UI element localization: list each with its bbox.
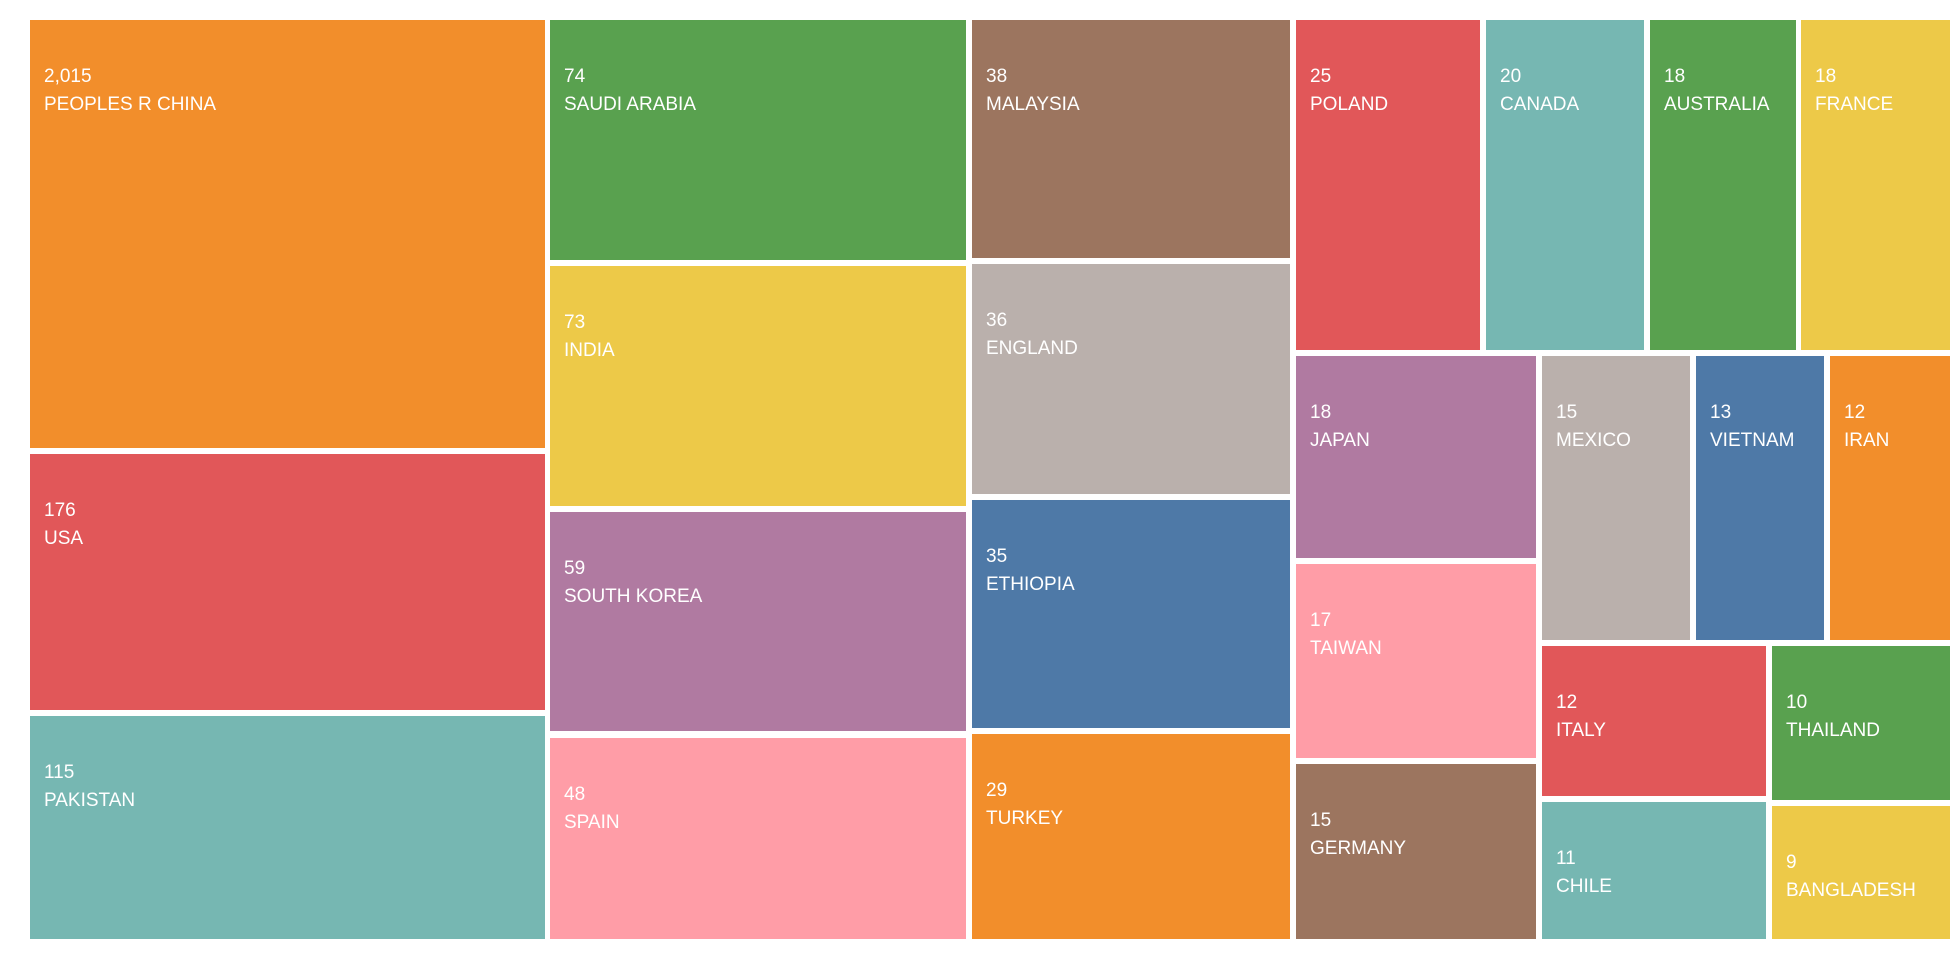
tile-label: FRANCE [1815, 94, 1894, 115]
tile-italy[interactable]: 12 ITALY [1542, 646, 1766, 796]
tile-label: PAKISTAN [44, 790, 136, 811]
tile-value: 18 [1664, 66, 1686, 87]
tile-value: 35 [986, 546, 1008, 567]
tile-value: 36 [986, 310, 1008, 331]
tile-label: SAUDI ARABIA [564, 94, 696, 115]
tile-value: 29 [986, 780, 1008, 801]
tile-australia[interactable]: 18 AUSTRALIA [1650, 20, 1796, 350]
tile-value: 12 [1844, 402, 1866, 423]
tile-france[interactable]: 18 FRANCE [1801, 20, 1950, 350]
tile-label: ITALY [1556, 720, 1606, 741]
tile-label: ENGLAND [986, 338, 1078, 359]
tile-label: IRAN [1844, 430, 1890, 451]
tile-value: 25 [1310, 66, 1332, 87]
tile-iran[interactable]: 12 IRAN [1830, 356, 1950, 640]
tile-label: VIETNAM [1710, 430, 1795, 451]
tile-value: 59 [564, 558, 586, 579]
tile-value: 48 [564, 784, 586, 805]
tile-value: 15 [1310, 810, 1332, 831]
tile-turkey[interactable]: 29 TURKEY [972, 734, 1290, 939]
tile-label: TAIWAN [1310, 638, 1382, 659]
tile-label: CANADA [1500, 94, 1580, 115]
tile-label: CHILE [1556, 876, 1612, 897]
tile-chile[interactable]: 11 CHILE [1542, 802, 1766, 939]
tile-label: GERMANY [1310, 838, 1407, 859]
tile-label: ETHIOPIA [986, 574, 1075, 595]
tile-label: MEXICO [1556, 430, 1631, 451]
tile-label: AUSTRALIA [1664, 94, 1770, 115]
tile-india[interactable]: 73 INDIA [550, 266, 966, 506]
tile-value: 15 [1556, 402, 1578, 423]
tile-malaysia[interactable]: 38 MALAYSIA [972, 20, 1290, 258]
tile-label: USA [44, 528, 84, 549]
tile-bangladesh[interactable]: 9 BANGLADESH [1772, 806, 1950, 939]
tile-spain[interactable]: 48 SPAIN [550, 738, 966, 939]
tile-label: MALAYSIA [986, 94, 1080, 115]
tile-value: 10 [1786, 692, 1808, 713]
tile-value: 17 [1310, 610, 1332, 631]
tile-value: 74 [564, 66, 586, 87]
tile-pakistan[interactable]: 115 PAKISTAN [30, 716, 545, 939]
tile-value: 9 [1786, 852, 1797, 873]
tile-label: INDIA [564, 340, 615, 361]
tile-mexico[interactable]: 15 MEXICO [1542, 356, 1690, 640]
tile-label: POLAND [1310, 94, 1389, 115]
tile-thailand[interactable]: 10 THAILAND [1772, 646, 1950, 800]
tile-value: 20 [1500, 66, 1522, 87]
tile-ethiopia[interactable]: 35 ETHIOPIA [972, 500, 1290, 728]
tile-japan[interactable]: 18 JAPAN [1296, 356, 1536, 558]
tile-value: 2,015 [44, 66, 92, 87]
tile-value: 13 [1710, 402, 1732, 423]
tile-saudi-arabia[interactable]: 74 SAUDI ARABIA [550, 20, 966, 260]
tile-label: JAPAN [1310, 430, 1370, 451]
tile-label: THAILAND [1786, 720, 1880, 741]
tile-value: 18 [1815, 66, 1837, 87]
tile-value: 12 [1556, 692, 1578, 713]
tile-value: 176 [44, 500, 76, 521]
tile-label: SOUTH KOREA [564, 586, 703, 607]
tile-label: TURKEY [986, 808, 1064, 829]
tile-value: 73 [564, 312, 586, 333]
tile-canada[interactable]: 20 CANADA [1486, 20, 1644, 350]
tile-value: 18 [1310, 402, 1332, 423]
tile-value: 115 [44, 762, 75, 783]
tile-taiwan[interactable]: 17 TAIWAN [1296, 564, 1536, 758]
tile-label: SPAIN [564, 812, 620, 833]
tile-vietnam[interactable]: 13 VIETNAM [1696, 356, 1824, 640]
tile-label: PEOPLES R CHINA [44, 94, 217, 115]
tile-label: BANGLADESH [1786, 880, 1916, 901]
tile-value: 11 [1556, 848, 1576, 869]
tile-value: 38 [986, 66, 1008, 87]
tile-germany[interactable]: 15 GERMANY [1296, 764, 1536, 939]
tile-poland[interactable]: 25 POLAND [1296, 20, 1480, 350]
tile-south-korea[interactable]: 59 SOUTH KOREA [550, 512, 966, 731]
tile-peoples-r-china[interactable]: 2,015 PEOPLES R CHINA [30, 20, 545, 448]
tile-usa[interactable]: 176 USA [30, 454, 545, 710]
tile-england[interactable]: 36 ENGLAND [972, 264, 1290, 494]
